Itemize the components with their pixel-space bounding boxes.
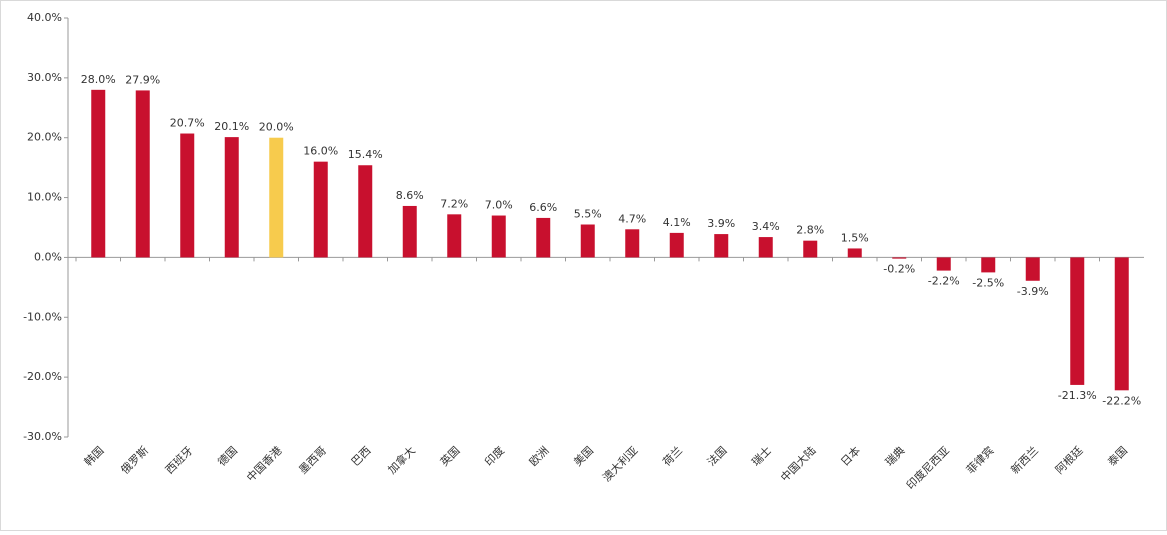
value-label: 4.7% [618,212,646,225]
bar [447,214,462,258]
y-tick-label: -30.0% [23,430,62,443]
bar [580,224,595,258]
bar [669,232,684,258]
value-label: -21.3% [1058,389,1097,402]
y-tick-label: 30.0% [27,71,62,84]
bar [313,161,328,258]
y-tick-label: 40.0% [27,11,62,24]
bar [135,90,150,258]
bar [269,137,284,258]
value-label: 3.4% [752,220,780,233]
bar [358,165,373,258]
value-label: 2.8% [796,224,824,237]
bar [402,205,417,258]
value-label: 1.5% [841,231,869,244]
value-label: 8.6% [396,189,424,202]
y-tick-label: 10.0% [27,191,62,204]
value-label: 20.1% [214,120,249,133]
bar [981,257,996,273]
value-label: -2.2% [928,275,960,288]
bar [91,89,106,258]
bar [224,137,239,258]
bar [892,257,907,259]
value-label: 7.2% [440,197,468,210]
value-label: -0.2% [883,263,915,276]
bar [491,215,506,258]
value-label: 16.0% [303,145,338,158]
value-label: -2.5% [972,276,1004,289]
value-label: 6.6% [529,201,557,214]
value-label: 5.5% [574,208,602,221]
value-label: -3.9% [1017,285,1049,298]
bar [625,229,640,258]
value-label: 15.4% [348,148,383,161]
bar [1025,257,1040,281]
bar [714,234,729,258]
bar [1070,257,1085,385]
value-label: 20.7% [170,117,205,130]
value-label: 4.1% [663,216,691,229]
y-tick-label: -10.0% [23,310,62,323]
bar [180,133,195,258]
y-tick-label: 20.0% [27,131,62,144]
value-label: 27.9% [125,73,160,86]
bar [847,248,862,258]
value-label: 28.0% [81,73,116,86]
bar [1114,257,1129,391]
value-label: 7.0% [485,199,513,212]
value-label: 3.9% [707,217,735,230]
y-tick-label: -20.0% [23,370,62,383]
bar [758,237,773,258]
value-label: 20.0% [259,121,294,134]
y-tick-label: 0.0% [34,250,62,263]
bar [536,217,551,258]
bar [803,240,818,258]
bar [936,257,951,271]
value-label: -22.2% [1102,394,1141,407]
